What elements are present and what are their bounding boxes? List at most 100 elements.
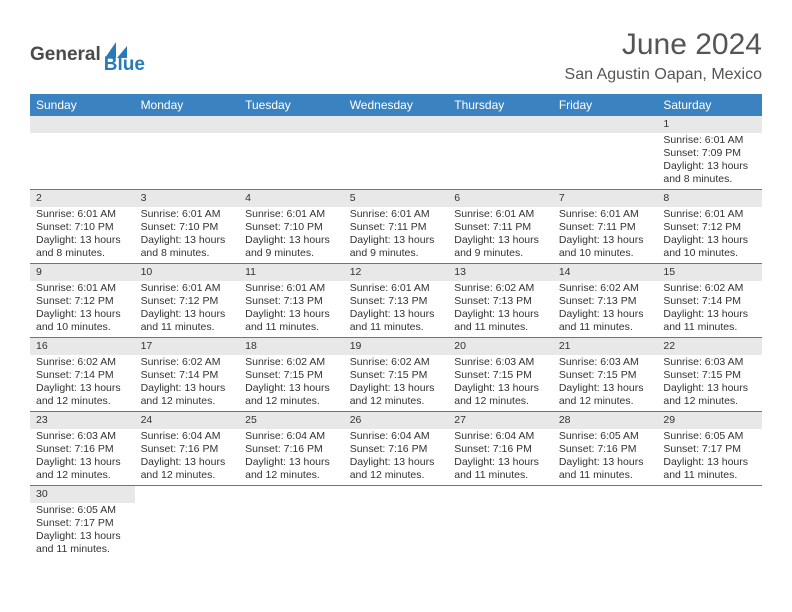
detail-line: Daylight: 13 hours (141, 234, 234, 247)
calendar-day-cell: 17Sunrise: 6:02 AMSunset: 7:14 PMDayligh… (135, 338, 240, 412)
calendar-day-cell: 4Sunrise: 6:01 AMSunset: 7:10 PMDaylight… (239, 190, 344, 264)
day-details: Sunrise: 6:04 AMSunset: 7:16 PMDaylight:… (239, 429, 344, 486)
detail-line: Sunrise: 6:02 AM (141, 356, 234, 369)
calendar-day-cell: 11Sunrise: 6:01 AMSunset: 7:13 PMDayligh… (239, 264, 344, 338)
detail-line: Daylight: 13 hours (559, 456, 652, 469)
detail-line: and 12 minutes. (245, 469, 338, 482)
day-details: Sunrise: 6:02 AMSunset: 7:15 PMDaylight:… (239, 355, 344, 412)
calendar-day-cell: 14Sunrise: 6:02 AMSunset: 7:13 PMDayligh… (553, 264, 658, 338)
day-details: Sunrise: 6:02 AMSunset: 7:15 PMDaylight:… (344, 355, 449, 412)
detail-line: Sunset: 7:16 PM (36, 443, 129, 456)
day-details: Sunrise: 6:05 AMSunset: 7:16 PMDaylight:… (553, 429, 658, 486)
calendar-empty-cell (30, 116, 135, 190)
detail-line: and 12 minutes. (36, 395, 129, 408)
calendar-day-cell: 13Sunrise: 6:02 AMSunset: 7:13 PMDayligh… (448, 264, 553, 338)
calendar-day-cell: 15Sunrise: 6:02 AMSunset: 7:14 PMDayligh… (657, 264, 762, 338)
logo-text-general: General (30, 44, 101, 66)
day-number: 10 (135, 264, 240, 281)
logo-text-blue: Blue (104, 54, 145, 76)
detail-line: Daylight: 13 hours (663, 160, 756, 173)
detail-line: Daylight: 13 hours (350, 456, 443, 469)
calendar-day-cell: 6Sunrise: 6:01 AMSunset: 7:11 PMDaylight… (448, 190, 553, 264)
detail-line: Daylight: 13 hours (559, 234, 652, 247)
detail-line: Sunset: 7:11 PM (350, 221, 443, 234)
day-number: 3 (135, 190, 240, 207)
detail-line: Daylight: 13 hours (36, 308, 129, 321)
day-details: Sunrise: 6:04 AMSunset: 7:16 PMDaylight:… (448, 429, 553, 486)
detail-line: Sunrise: 6:01 AM (663, 134, 756, 147)
detail-line: and 11 minutes. (141, 321, 234, 334)
detail-line: Sunrise: 6:01 AM (559, 208, 652, 221)
detail-line: and 11 minutes. (350, 321, 443, 334)
detail-line: Sunset: 7:10 PM (36, 221, 129, 234)
detail-line: Sunset: 7:14 PM (36, 369, 129, 382)
calendar-day-cell: 29Sunrise: 6:05 AMSunset: 7:17 PMDayligh… (657, 412, 762, 486)
day-number: 29 (657, 412, 762, 429)
day-number: 12 (344, 264, 449, 281)
detail-line: Sunrise: 6:04 AM (350, 430, 443, 443)
detail-line: Daylight: 13 hours (663, 308, 756, 321)
detail-line: Sunrise: 6:02 AM (245, 356, 338, 369)
detail-line: and 11 minutes. (663, 321, 756, 334)
empty-daynum (553, 116, 658, 133)
detail-line: Sunset: 7:13 PM (245, 295, 338, 308)
detail-line: and 10 minutes. (559, 247, 652, 260)
detail-line: and 12 minutes. (141, 469, 234, 482)
detail-line: Daylight: 13 hours (454, 456, 547, 469)
detail-line: Daylight: 13 hours (663, 382, 756, 395)
day-details: Sunrise: 6:01 AMSunset: 7:12 PMDaylight:… (657, 207, 762, 264)
detail-line: and 11 minutes. (559, 321, 652, 334)
detail-line: Sunset: 7:09 PM (663, 147, 756, 160)
detail-line: Daylight: 13 hours (454, 382, 547, 395)
calendar-day-cell: 27Sunrise: 6:04 AMSunset: 7:16 PMDayligh… (448, 412, 553, 486)
detail-line: and 12 minutes. (350, 469, 443, 482)
calendar-table: SundayMondayTuesdayWednesdayThursdayFrid… (30, 94, 762, 560)
day-number: 4 (239, 190, 344, 207)
weekday-header-row: SundayMondayTuesdayWednesdayThursdayFrid… (30, 94, 762, 116)
detail-line: Sunrise: 6:04 AM (454, 430, 547, 443)
day-number: 26 (344, 412, 449, 429)
detail-line: and 11 minutes. (36, 543, 129, 556)
detail-line: Sunrise: 6:03 AM (36, 430, 129, 443)
detail-line: Sunrise: 6:01 AM (245, 208, 338, 221)
empty-daynum (448, 116, 553, 133)
day-number: 28 (553, 412, 658, 429)
day-number: 13 (448, 264, 553, 281)
day-details: Sunrise: 6:03 AMSunset: 7:15 PMDaylight:… (448, 355, 553, 412)
detail-line: and 9 minutes. (350, 247, 443, 260)
detail-line: Sunset: 7:14 PM (141, 369, 234, 382)
detail-line: Daylight: 13 hours (350, 308, 443, 321)
detail-line: Daylight: 13 hours (36, 382, 129, 395)
calendar-day-cell: 20Sunrise: 6:03 AMSunset: 7:15 PMDayligh… (448, 338, 553, 412)
detail-line: Sunset: 7:16 PM (559, 443, 652, 456)
calendar-empty-cell (344, 116, 449, 190)
calendar-day-cell: 8Sunrise: 6:01 AMSunset: 7:12 PMDaylight… (657, 190, 762, 264)
detail-line: and 9 minutes. (245, 247, 338, 260)
detail-line: Daylight: 13 hours (36, 234, 129, 247)
day-details: Sunrise: 6:04 AMSunset: 7:16 PMDaylight:… (344, 429, 449, 486)
detail-line: and 11 minutes. (454, 469, 547, 482)
detail-line: and 11 minutes. (245, 321, 338, 334)
day-details: Sunrise: 6:01 AMSunset: 7:10 PMDaylight:… (239, 207, 344, 264)
detail-line: Sunset: 7:13 PM (454, 295, 547, 308)
detail-line: Sunrise: 6:01 AM (350, 282, 443, 295)
header: General Blue June 2024 San Agustin Oapan… (30, 28, 762, 84)
detail-line: Daylight: 13 hours (663, 456, 756, 469)
calendar-day-cell: 18Sunrise: 6:02 AMSunset: 7:15 PMDayligh… (239, 338, 344, 412)
detail-line: Sunrise: 6:02 AM (663, 282, 756, 295)
day-details: Sunrise: 6:01 AMSunset: 7:11 PMDaylight:… (344, 207, 449, 264)
day-details: Sunrise: 6:01 AMSunset: 7:13 PMDaylight:… (344, 281, 449, 338)
detail-line: Daylight: 13 hours (141, 382, 234, 395)
detail-line: Sunrise: 6:05 AM (559, 430, 652, 443)
calendar-day-cell: 25Sunrise: 6:04 AMSunset: 7:16 PMDayligh… (239, 412, 344, 486)
detail-line: and 11 minutes. (663, 469, 756, 482)
weekday-header: Tuesday (239, 94, 344, 116)
detail-line: and 9 minutes. (454, 247, 547, 260)
day-number: 8 (657, 190, 762, 207)
detail-line: and 8 minutes. (141, 247, 234, 260)
weekday-header: Friday (553, 94, 658, 116)
calendar-week-row: 2Sunrise: 6:01 AMSunset: 7:10 PMDaylight… (30, 190, 762, 264)
day-number: 1 (657, 116, 762, 133)
detail-line: Sunset: 7:12 PM (663, 221, 756, 234)
detail-line: Daylight: 13 hours (245, 456, 338, 469)
